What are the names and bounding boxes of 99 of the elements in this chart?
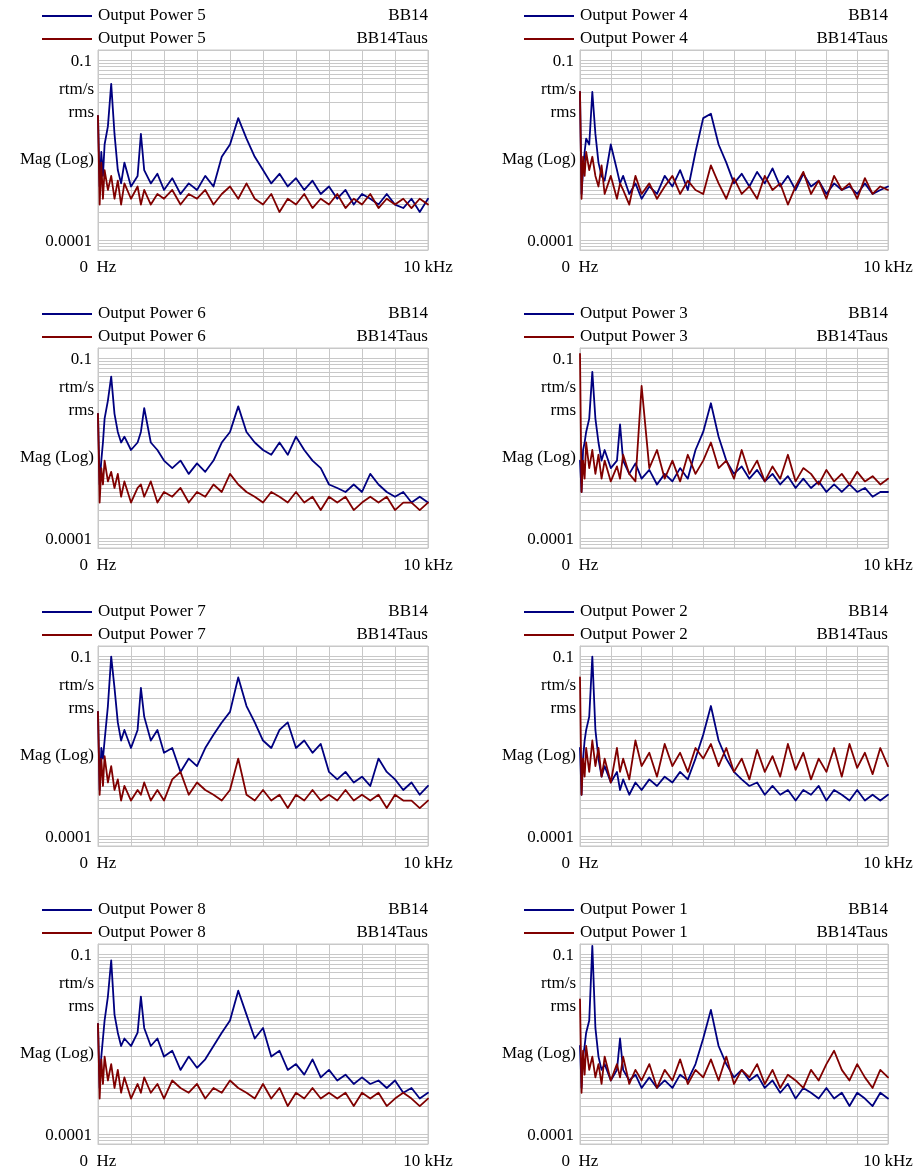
line-series: [97, 114, 429, 213]
text: rtm/s: [59, 377, 94, 396]
text: rtm/s: [59, 675, 94, 694]
legend-label: Output Power 1: [580, 922, 688, 941]
text: BB14Taus: [356, 326, 428, 345]
text: rms: [550, 698, 576, 717]
legend-label: Output Power 6: [98, 326, 206, 345]
text: BB14Taus: [356, 624, 428, 643]
text: BB14: [388, 899, 429, 918]
x-tick-label: 10 kHz: [403, 257, 454, 276]
y-axis-title: Mag (Log): [501, 1043, 576, 1062]
text: rtm/s: [59, 973, 94, 992]
text: rtm/s: [541, 675, 576, 694]
y-tick-label: 0.1: [70, 349, 92, 369]
y-tick-label: 0.0001: [527, 231, 574, 251]
text: BB14Taus: [816, 326, 888, 345]
y-tick-label: 0.1: [70, 51, 92, 71]
text: BB14: [388, 303, 429, 322]
legend-label: Output Power 2: [580, 624, 688, 643]
y-axis-title: Mag (Log): [501, 149, 576, 168]
line-series: [97, 82, 429, 213]
legend-label: Output Power 3: [580, 326, 688, 345]
legend-label: Output Power 8: [98, 922, 206, 941]
y-tick-label: 0.0001: [527, 1125, 574, 1145]
legend-label: Output Power 5: [98, 28, 206, 47]
line-series: [579, 655, 889, 802]
legend-label: Output Power 7: [98, 601, 207, 620]
text: rms: [68, 400, 94, 419]
y-axis-title: Mag (Log): [19, 1043, 94, 1062]
legend-label: Output Power 5: [98, 5, 206, 24]
y-tick-label: 0.0001: [45, 231, 92, 251]
line-series: [97, 375, 429, 504]
text: BB14: [388, 601, 429, 620]
y-tick-label: 0.0001: [527, 529, 574, 549]
text: BB14: [848, 899, 889, 918]
legend-label: Output Power 4: [580, 28, 689, 47]
x-tick-label: 0 Hz: [561, 555, 599, 574]
y-axis-title: Mag (Log): [19, 447, 94, 466]
x-tick-label: 0 Hz: [79, 257, 117, 276]
x-tick-label: 10 kHz: [403, 555, 454, 574]
text: rtm/s: [541, 79, 576, 98]
y-tick-label: 0.1: [70, 647, 92, 667]
text: BB14Taus: [816, 28, 888, 47]
y-axis-title: Mag (Log): [501, 447, 576, 466]
x-tick-label: 0 Hz: [79, 1151, 117, 1170]
line-series: [97, 412, 429, 511]
x-tick-label: 10 kHz: [863, 853, 914, 872]
y-tick-label: 0.1: [552, 349, 574, 369]
legend-label: Output Power 8: [98, 899, 206, 918]
text: rms: [550, 996, 576, 1015]
x-tick-label: 10 kHz: [403, 853, 454, 872]
x-tick-label: 10 kHz: [403, 1151, 454, 1170]
y-tick-label: 0.1: [70, 945, 92, 965]
x-tick-label: 0 Hz: [79, 555, 117, 574]
legend-label: Output Power 3: [580, 303, 688, 322]
x-tick-label: 10 kHz: [863, 1151, 914, 1170]
x-tick-label: 0 Hz: [561, 1151, 599, 1170]
text: rms: [68, 698, 94, 717]
y-axis-title: Mag (Log): [19, 745, 94, 764]
text: BB14: [848, 601, 889, 620]
text: rms: [68, 102, 94, 121]
text: BB14Taus: [816, 922, 888, 941]
y-axis-title: Mag (Log): [19, 149, 94, 168]
text: BB14: [388, 5, 429, 24]
y-axis-title: Mag (Log): [501, 745, 576, 764]
y-tick-label: 0.1: [552, 51, 574, 71]
text: BB14Taus: [356, 922, 428, 941]
y-tick-label: 0.0001: [45, 1125, 92, 1145]
y-tick-label: 0.1: [552, 945, 574, 965]
line-series: [579, 370, 889, 498]
text: BB14: [848, 303, 889, 322]
x-tick-label: 0 Hz: [79, 853, 117, 872]
text: rms: [68, 996, 94, 1015]
text: BB14: [848, 5, 889, 24]
y-tick-label: 0.0001: [45, 827, 92, 847]
legend-label: Output Power 7: [98, 624, 207, 643]
line-series: [97, 710, 429, 809]
x-tick-label: 10 kHz: [863, 257, 914, 276]
legend-label: Output Power 2: [580, 601, 688, 620]
x-tick-label: 0 Hz: [561, 257, 599, 276]
legend-label: Output Power 6: [98, 303, 206, 322]
y-tick-label: 0.0001: [527, 827, 574, 847]
text: BB14Taus: [356, 28, 428, 47]
text: rtm/s: [59, 79, 94, 98]
x-tick-label: 0 Hz: [561, 853, 599, 872]
line-series: [579, 998, 889, 1094]
x-tick-label: 10 kHz: [863, 555, 914, 574]
text: rtm/s: [541, 377, 576, 396]
y-tick-label: 0.1: [552, 647, 574, 667]
text: rms: [550, 400, 576, 419]
y-tick-label: 0.0001: [45, 529, 92, 549]
text: BB14Taus: [816, 624, 888, 643]
text: rtm/s: [541, 973, 576, 992]
text: rms: [550, 102, 576, 121]
legend-label: Output Power 4: [580, 5, 689, 24]
line-series: [579, 352, 889, 493]
line-series: [579, 676, 889, 796]
legend-label: Output Power 1: [580, 899, 688, 918]
line-series: [97, 655, 429, 796]
